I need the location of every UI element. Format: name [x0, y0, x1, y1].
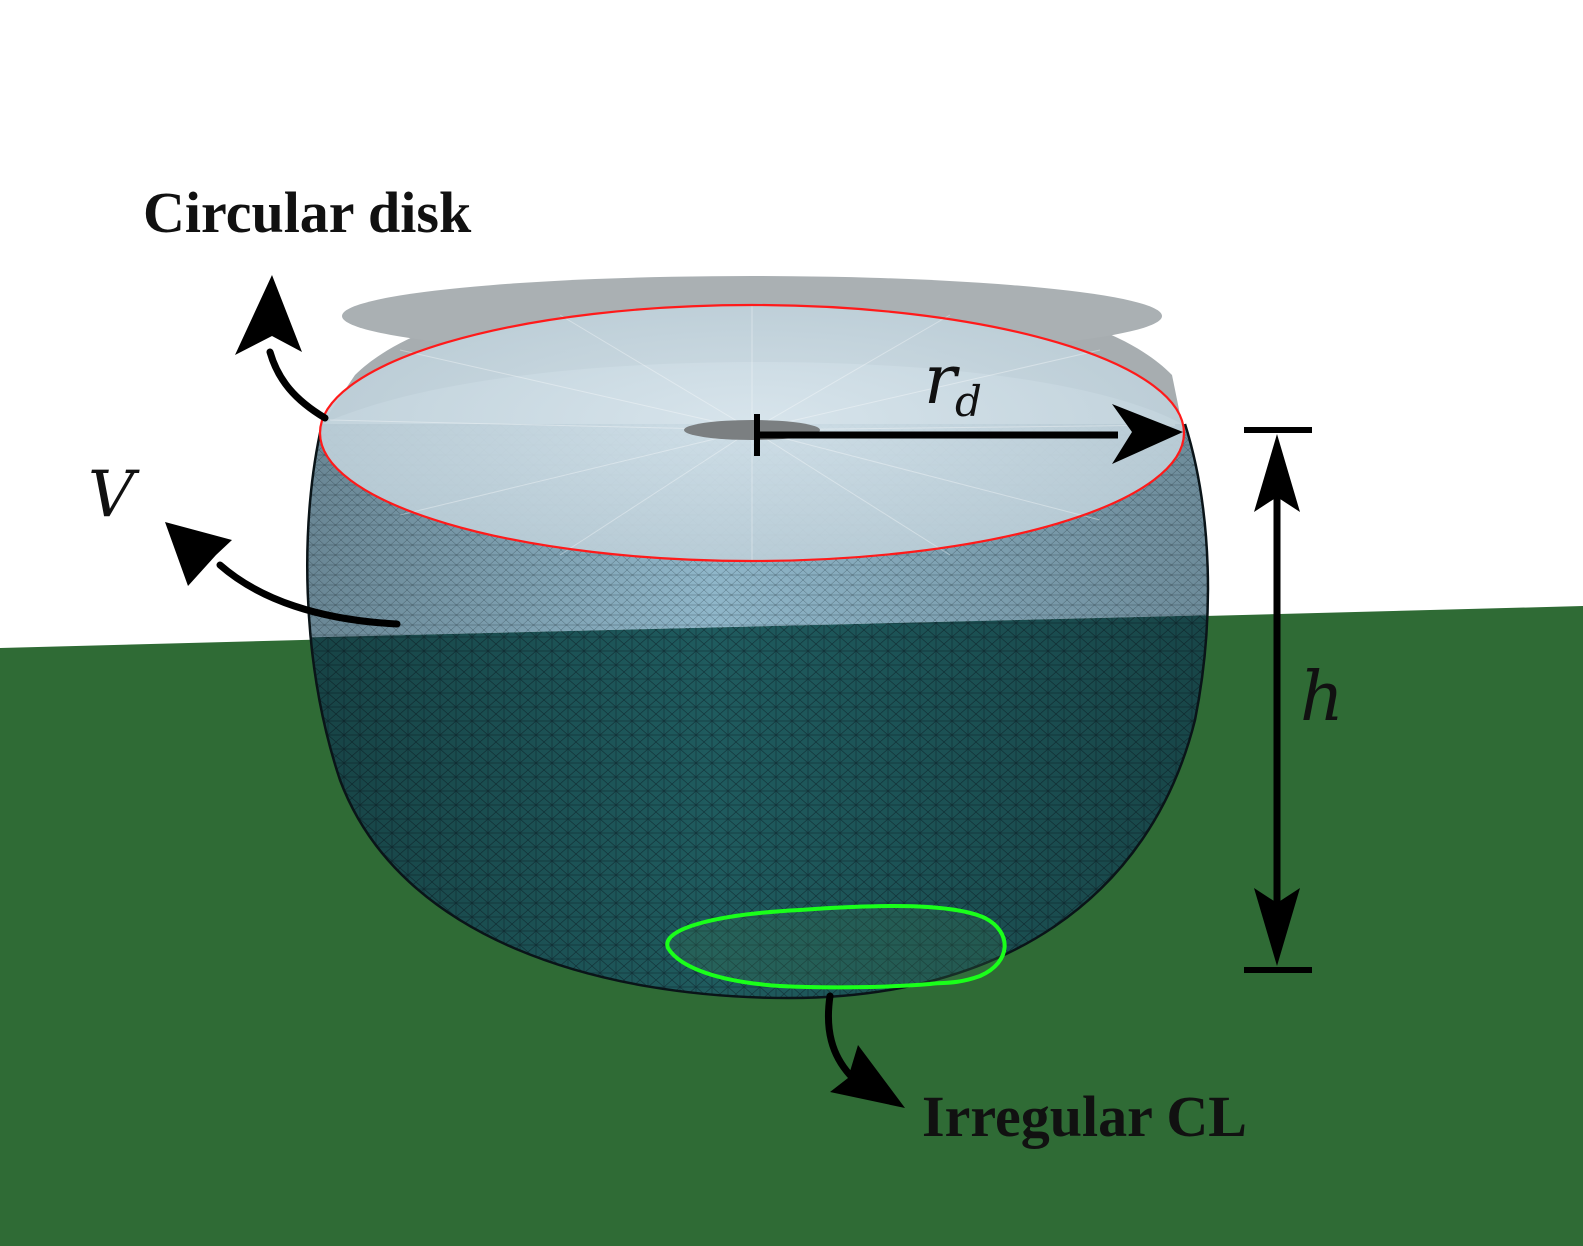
irregular-contact-line: [667, 906, 1004, 987]
curved-arrow-icon: [235, 275, 302, 355]
disk-pointer: [235, 275, 325, 418]
circular-disk-label: Circular disk: [143, 180, 472, 245]
volume-label: V: [88, 458, 140, 532]
height-label: h: [1300, 658, 1344, 737]
curved-arrow-icon: [165, 522, 232, 586]
circular-disk: [320, 276, 1184, 561]
radius-label-subscript: d: [955, 377, 982, 426]
contact-line-label: Irregular CL: [922, 1084, 1247, 1149]
